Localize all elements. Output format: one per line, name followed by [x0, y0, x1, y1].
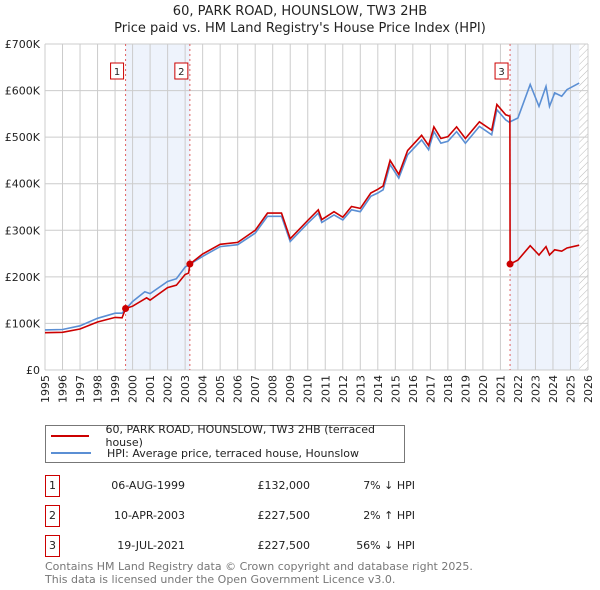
x-tick-label: 2025	[564, 375, 577, 403]
footer-copyright: Contains HM Land Registry data © Crown c…	[45, 560, 473, 573]
sale-point	[186, 260, 194, 268]
sale-label: 3	[498, 67, 504, 78]
x-tick-label: 2005	[214, 375, 227, 403]
y-tick-label: £500K	[5, 131, 41, 144]
transaction-row: 2 10-APR-2003 £227,500 2% ↑ HPI	[45, 505, 465, 527]
chart-subtitle: Price paid vs. HM Land Registry's House …	[114, 21, 486, 36]
legend-item-hpi: HPI: Average price, terraced house, Houn…	[46, 445, 359, 461]
transaction-price: £227,500	[257, 509, 311, 522]
y-tick-label: £700K	[5, 38, 41, 51]
x-tick-label: 2020	[477, 375, 490, 403]
x-tick-label: 2018	[442, 375, 455, 403]
x-tick-label: 2011	[319, 375, 332, 403]
transaction-hpi: 7% ↓ HPI	[363, 479, 415, 492]
chart-title: 60, PARK ROAD, HOUNSLOW, TW3 2HB	[172, 4, 428, 19]
x-tick-label: 1999	[109, 375, 122, 403]
x-tick-label: 2000	[127, 375, 140, 403]
forecast-hatch	[579, 44, 588, 370]
x-tick-label: 1998	[92, 375, 105, 403]
series-line	[44, 102, 580, 334]
sale-label-box	[110, 62, 125, 80]
y-tick-label: £600K	[5, 85, 41, 98]
x-tick-label: 2007	[249, 375, 262, 403]
legend: 60, PARK ROAD, HOUNSLOW, TW3 2HB (terrac…	[45, 423, 405, 463]
shaded-period	[510, 44, 580, 370]
transaction-date: 19-JUL-2021	[117, 539, 185, 552]
sale-point	[506, 260, 514, 268]
transaction-price: £132,000	[257, 479, 311, 492]
series-line	[44, 82, 580, 331]
y-tick-label: £0	[26, 364, 40, 377]
shaded-period	[125, 44, 190, 370]
x-tick-label: 2015	[389, 375, 402, 403]
x-tick-label: 2012	[337, 375, 350, 403]
sale-label-box	[494, 62, 509, 80]
price-chart: 1995 1996 1997 1998 1999 2000 2001 2002 2003 2004…	[5, 38, 595, 403]
y-tick-label: £300K	[5, 224, 41, 237]
x-tick-label: 2001	[144, 375, 157, 403]
x-tick-label: 2026	[582, 375, 595, 403]
footer-licence: This data is licensed under the Open Gov…	[45, 573, 396, 586]
x-tick-label: 2022	[512, 375, 525, 403]
y-tick-label: £200K	[5, 271, 41, 284]
x-tick-label: 1997	[74, 375, 87, 403]
x-tick-label: 2003	[179, 375, 192, 403]
x-tick-label: 2017	[424, 375, 437, 403]
sale-point	[122, 305, 130, 313]
transaction-date: 10-APR-2003	[113, 509, 185, 522]
x-tick-label: 2004	[197, 375, 210, 403]
x-tick-label: 2009	[284, 375, 297, 403]
y-tick-label: £400K	[5, 178, 41, 191]
x-tick-label: 1995	[39, 375, 52, 403]
transaction-row: 3 19-JUL-2021 £227,500 56% ↓ HPI	[45, 535, 465, 557]
x-tick-label: 2010	[302, 375, 315, 403]
x-tick-label: 2006	[232, 375, 245, 403]
transaction-number: 2	[45, 505, 60, 527]
transaction-hpi: 56% ↓ HPI	[356, 539, 415, 552]
x-tick-label: 2013	[354, 375, 367, 403]
sale-label-box	[174, 62, 189, 80]
x-tick-label: 2021	[494, 375, 507, 403]
x-tick-label: 1996	[57, 375, 70, 403]
x-tick-label: 2016	[407, 375, 420, 403]
transaction-row: 1 06-AUG-1999 £132,000 7% ↓ HPI	[45, 475, 465, 497]
transaction-number: 3	[45, 535, 60, 557]
legend-swatch-red	[51, 435, 90, 437]
sale-label: 1	[114, 67, 120, 78]
x-tick-label: 2019	[459, 375, 472, 403]
legend-item-property: 60, PARK ROAD, HOUNSLOW, TW3 2HB (terrac…	[46, 423, 404, 449]
y-tick-label: £100K	[5, 317, 41, 330]
x-tick-label: 2024	[547, 375, 560, 403]
x-tick-label: 2014	[372, 375, 385, 403]
sale-label: 2	[178, 67, 184, 78]
legend-label: 60, PARK ROAD, HOUNSLOW, TW3 2HB (terrac…	[105, 423, 375, 449]
legend-label: HPI: Average price, terraced house, Houn…	[107, 446, 359, 460]
transaction-price: £227,500	[257, 539, 311, 552]
transaction-date: 06-AUG-1999	[111, 479, 185, 492]
x-tick-label: 2002	[162, 375, 175, 403]
legend-swatch-blue	[51, 452, 91, 454]
x-tick-label: 2023	[529, 375, 542, 403]
transaction-hpi: 2% ↑ HPI	[363, 509, 415, 522]
transaction-number: 1	[45, 475, 60, 497]
x-tick-label: 2008	[267, 375, 280, 403]
